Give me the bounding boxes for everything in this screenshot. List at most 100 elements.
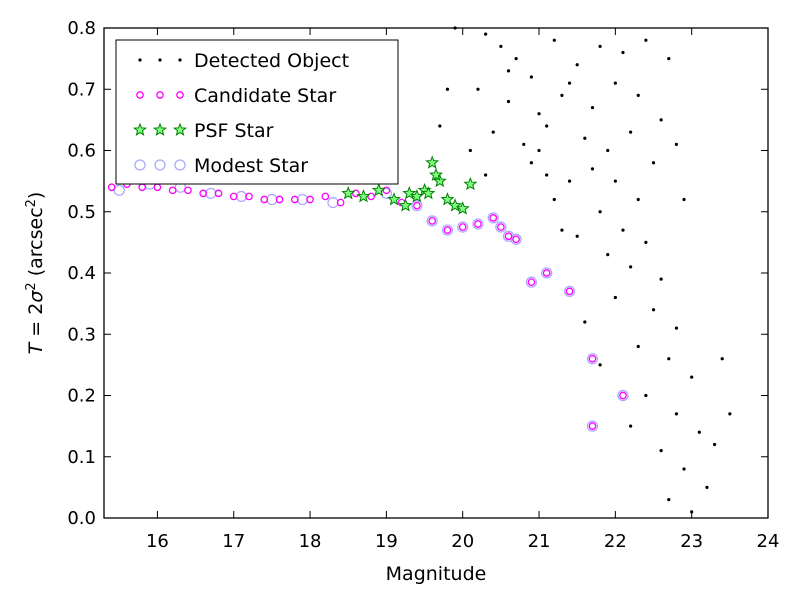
legend-marker-modest-star (174, 159, 186, 171)
candidate-star-point (321, 192, 330, 201)
y-label-t: T (25, 341, 47, 354)
candidate-star-point (107, 183, 116, 192)
detected-object-point (598, 44, 602, 48)
candidate-star-point (367, 192, 375, 201)
modest-star-point (586, 353, 599, 365)
candidate-star-point (474, 220, 482, 228)
y-label-square: 2 (24, 282, 39, 290)
detected-object-point (636, 344, 640, 349)
x-tick-label: 16 (146, 531, 169, 552)
psf-star-point (421, 186, 436, 200)
detected-object-point (522, 142, 526, 146)
detected-object-point (567, 179, 572, 183)
legend-marker-psf-star (132, 122, 188, 136)
legend-marker-modest-star (134, 159, 186, 171)
x-axis-label: Magnitude (386, 563, 487, 585)
detected-object-point (476, 87, 480, 91)
legend-marker-detected-object (138, 58, 182, 62)
psf-star-point (428, 167, 444, 181)
psf-star-point (398, 198, 413, 212)
modest-star-point (525, 276, 538, 288)
y-tick-label: 0.2 (67, 386, 96, 407)
detected-object-point (613, 179, 617, 183)
candidate-star-point (588, 354, 597, 363)
modest-star-point (510, 233, 522, 245)
y-label-close: ) (25, 192, 47, 199)
detected-object-point (567, 81, 572, 85)
candidate-star-point (512, 235, 520, 244)
detected-object-point (644, 38, 648, 42)
psf-star-point (448, 198, 463, 212)
detected-object-point (621, 228, 625, 232)
candidate-star-point (184, 186, 192, 195)
legend-item-detected-object: Detected Object (138, 50, 349, 72)
x-tick-label: 22 (604, 531, 627, 552)
detected-object-point (606, 253, 610, 257)
candidate-star-point (527, 278, 536, 287)
y-tick-label: 0.4 (67, 263, 96, 284)
legend-box (115, 39, 399, 185)
detected-object-point (659, 118, 663, 122)
points-layer (107, 26, 732, 514)
modest-star-point (441, 224, 454, 236)
y-label-sigma: σ (25, 290, 47, 303)
legend-marker-psf-star (132, 122, 148, 136)
detected-object-point (720, 357, 724, 361)
legend-marker-detected-object (178, 58, 182, 62)
detected-object-point (575, 63, 579, 67)
candidate-star-point (168, 186, 177, 195)
candidate-star-point (504, 232, 513, 241)
psf-star-point (387, 192, 402, 206)
psf-star-point (463, 176, 478, 191)
legend-marker-candidate-star (136, 91, 144, 99)
detected-object-point (491, 130, 495, 134)
legend-marker-detected-object (138, 58, 142, 62)
psf-star-point (440, 192, 455, 206)
detected-object-point (484, 32, 488, 36)
detected-object-point (575, 234, 579, 238)
x-tick-label: 23 (680, 531, 703, 552)
modest-star-point (296, 193, 309, 206)
modest-star-point (411, 199, 423, 212)
detected-object-point (697, 430, 701, 434)
candidate-star-point (290, 195, 299, 204)
legend-marker-psf-star (172, 122, 188, 136)
detected-object-point (499, 44, 503, 48)
detected-object-point (629, 130, 633, 134)
modest-star-point (495, 221, 507, 233)
candidate-star-point (229, 192, 238, 201)
candidate-star-point (245, 192, 253, 201)
legend-marker-detected-object (158, 58, 162, 62)
modest-star-point (487, 212, 499, 224)
detected-object-point (484, 173, 488, 177)
y-tick-label: 0.6 (67, 141, 96, 162)
candidate-star-point (588, 422, 597, 430)
modest-star-point (472, 218, 484, 230)
detected-object-point (674, 142, 679, 146)
detected-object-point (644, 240, 648, 244)
y-tick-label: 0.8 (67, 18, 96, 39)
legend-marker-modest-star (134, 159, 146, 171)
detected-object-point (728, 412, 732, 416)
modest-star-point (327, 196, 339, 209)
detected-object-point (629, 424, 633, 428)
y-tick-label: 0.5 (67, 202, 96, 223)
modest-star-point (457, 221, 469, 233)
detected-object-point (560, 228, 564, 232)
candidate-star-point (199, 189, 208, 198)
x-tick-label: 21 (528, 531, 551, 552)
x-tick-label: 18 (299, 531, 322, 552)
detected-object-point (659, 277, 663, 281)
legend-label-candidate-star: Candidate Star (194, 85, 336, 107)
detected-object-point (712, 442, 717, 447)
modest-star-point (563, 285, 576, 298)
candidate-star-point (275, 195, 284, 204)
psf-star-point (455, 201, 470, 215)
candidate-star-point (352, 189, 360, 198)
detected-object-point (636, 197, 640, 202)
y-tick-label: 0.1 (67, 447, 96, 468)
modest-star-point (502, 230, 515, 242)
modest-star-point (617, 389, 629, 402)
detected-object-point (613, 295, 617, 300)
